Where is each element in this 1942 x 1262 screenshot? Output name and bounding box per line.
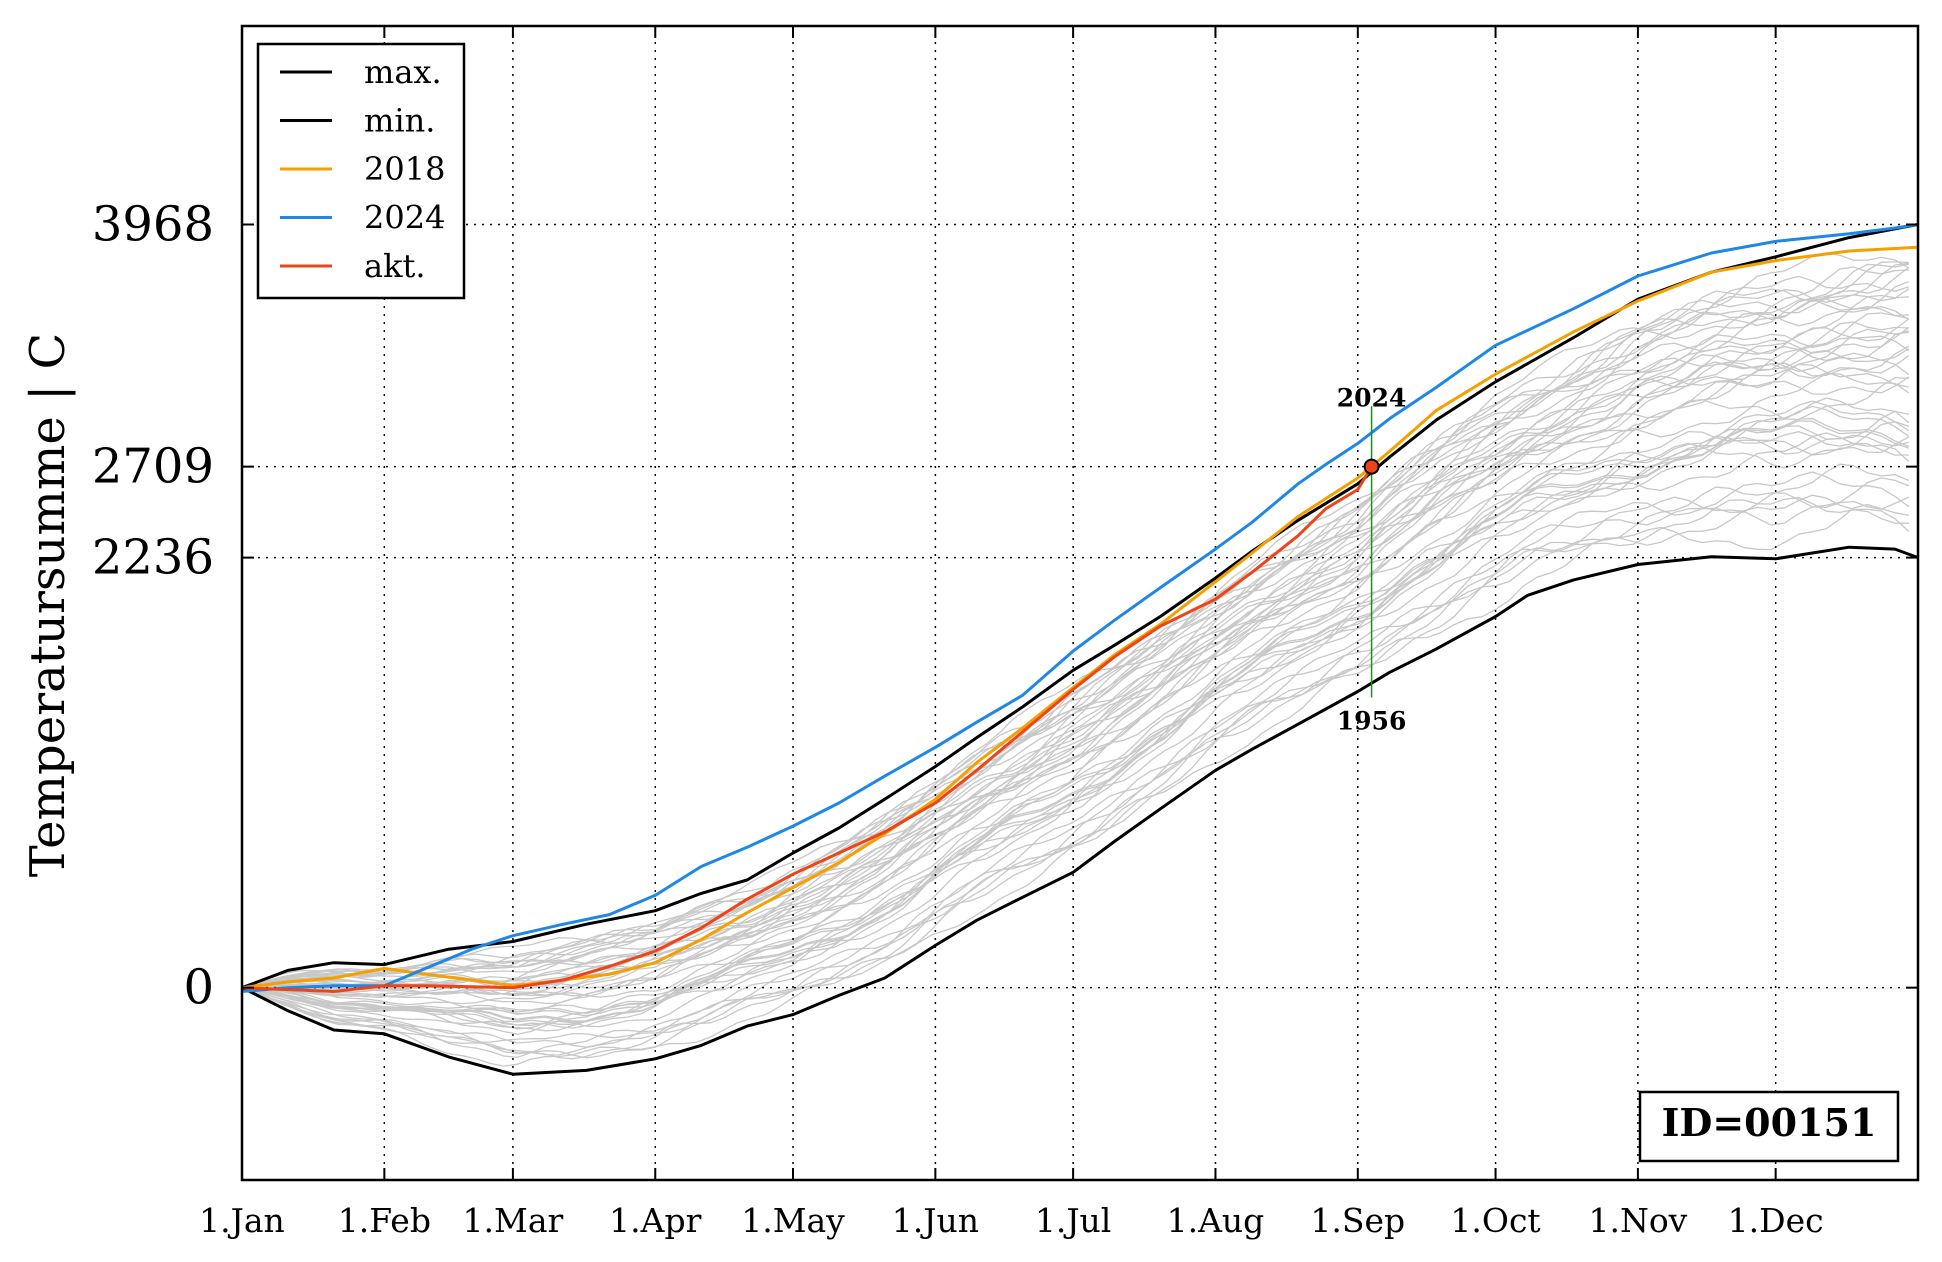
annotations-layer: 2024 1956 bbox=[1337, 383, 1407, 735]
year-line bbox=[241, 432, 1910, 1028]
id-box: ID=00151 bbox=[1638, 1090, 1900, 1163]
year-line bbox=[241, 261, 1909, 989]
year-line bbox=[241, 471, 1910, 1048]
x-tick-label: 1.Nov bbox=[1588, 1201, 1687, 1240]
x-tick-label: 1.Jan bbox=[199, 1201, 285, 1240]
x-tick-label: 1.Jul bbox=[1035, 1201, 1112, 1240]
series-line-akt bbox=[241, 465, 1373, 993]
series-lines bbox=[241, 223, 1919, 1076]
year-line bbox=[241, 266, 1910, 989]
year-line bbox=[241, 435, 1910, 1032]
year-line bbox=[241, 373, 1910, 1006]
year-line bbox=[241, 330, 1909, 994]
year-line bbox=[241, 431, 1909, 1029]
x-tick-label: 1.Dec bbox=[1728, 1201, 1824, 1240]
year-line bbox=[241, 376, 1909, 1015]
year-line bbox=[241, 405, 1910, 1017]
year-line bbox=[241, 494, 1910, 1059]
year-line bbox=[241, 425, 1909, 1025]
axis-ticks: 1.Jan 1.Feb 1.Mar 1.Apr 1.May 1.Jun 1.Jul 1.Aug… bbox=[92, 26, 1918, 1240]
year-line bbox=[241, 418, 1910, 1022]
legend: max. min. 2018 2024 akt. bbox=[256, 42, 466, 300]
year-line bbox=[241, 345, 1910, 997]
plot-frame bbox=[240, 24, 1920, 1182]
year-line bbox=[241, 363, 1909, 998]
year-line bbox=[241, 298, 1910, 989]
legend-label: 2018 bbox=[364, 150, 445, 188]
legend-label: min. bbox=[364, 102, 435, 140]
x-tick-label: 1.Feb bbox=[338, 1201, 431, 1240]
legend-label: max. bbox=[364, 53, 442, 91]
year-line bbox=[241, 496, 1909, 1060]
x-tick-label: 1.Sep bbox=[1310, 1201, 1405, 1240]
year-line bbox=[241, 400, 1910, 1014]
year-line bbox=[241, 421, 1910, 1035]
y-axis-label: Temperatursumme | C bbox=[20, 333, 76, 877]
y-tick-label: 0 bbox=[183, 960, 214, 1016]
year-line bbox=[241, 410, 1909, 1030]
y-tick-label: 2709 bbox=[92, 439, 214, 495]
background-year-lines bbox=[241, 252, 1910, 1067]
legend-label: 2024 bbox=[364, 199, 445, 237]
annotation-label: 1956 bbox=[1337, 706, 1407, 735]
year-line bbox=[241, 275, 1910, 989]
year-line bbox=[241, 327, 1910, 992]
year-line bbox=[241, 397, 1910, 1013]
y-tick-label: 2236 bbox=[92, 530, 214, 586]
year-line bbox=[241, 321, 1909, 993]
x-tick-label: 1.Oct bbox=[1450, 1201, 1540, 1240]
x-tick-label: 1.Aug bbox=[1167, 1201, 1265, 1240]
series-line-2018 bbox=[241, 245, 1919, 990]
id-label: ID=00151 bbox=[1662, 1100, 1877, 1145]
series-line-min bbox=[241, 545, 1919, 1076]
year-line bbox=[241, 298, 1909, 989]
annotation-label: 2024 bbox=[1337, 383, 1407, 412]
year-line bbox=[241, 266, 1909, 989]
year-line bbox=[241, 477, 1910, 1059]
year-line bbox=[241, 376, 1910, 1005]
legend-box bbox=[256, 42, 466, 300]
x-tick-label: 1.Mar bbox=[463, 1201, 564, 1240]
x-tick-label: 1.Apr bbox=[609, 1201, 701, 1240]
current-value-marker bbox=[1363, 458, 1380, 475]
year-line bbox=[241, 463, 1910, 1043]
year-line bbox=[241, 294, 1909, 989]
year-line bbox=[241, 326, 1910, 989]
year-line bbox=[241, 486, 1910, 1056]
x-tick-label: 1.Jun bbox=[892, 1201, 979, 1240]
series-line-2024 bbox=[241, 223, 1919, 993]
year-line bbox=[241, 318, 1910, 989]
year-line bbox=[241, 420, 1910, 1023]
year-line bbox=[241, 262, 1909, 989]
legend-label: akt. bbox=[364, 247, 426, 285]
y-tick-label: 3968 bbox=[92, 196, 214, 252]
year-line bbox=[241, 355, 1910, 996]
x-tick-label: 1.May bbox=[741, 1201, 845, 1240]
year-line bbox=[241, 263, 1909, 989]
year-line bbox=[241, 349, 1910, 998]
year-line bbox=[241, 280, 1910, 989]
series-line-max bbox=[241, 223, 1919, 990]
year-line bbox=[241, 252, 1910, 989]
year-line bbox=[241, 288, 1910, 989]
year-line bbox=[241, 328, 1909, 995]
